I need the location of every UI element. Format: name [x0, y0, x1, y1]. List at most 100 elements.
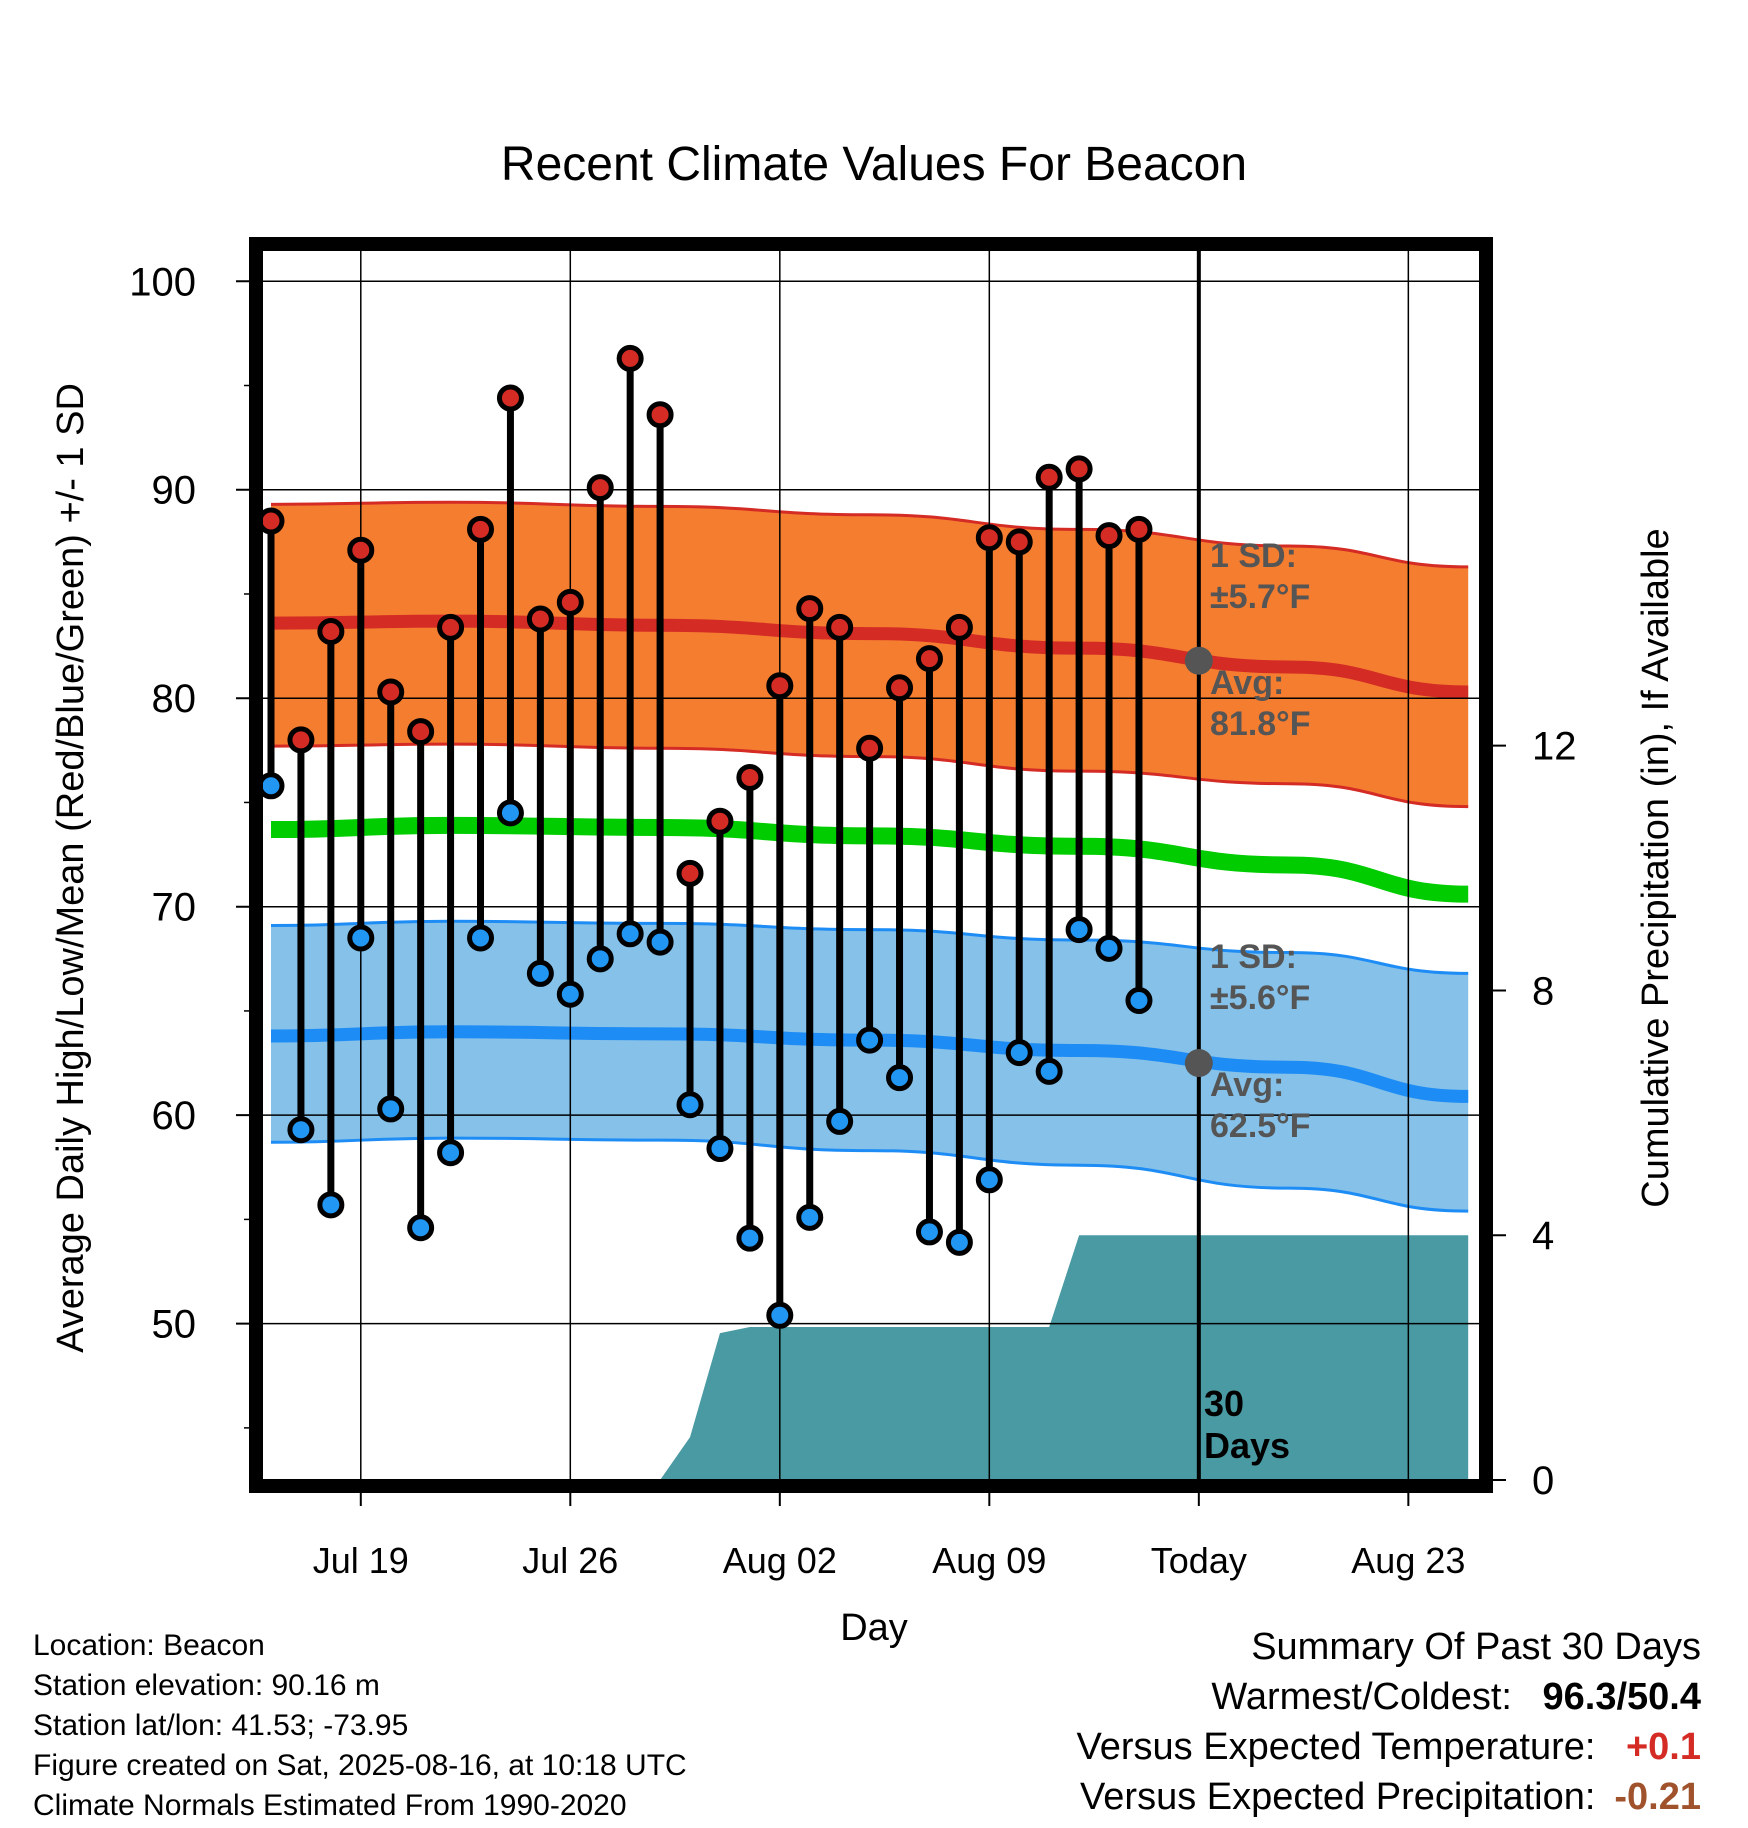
x-tick-label: Aug 23 — [1351, 1540, 1465, 1581]
y-tick-label: 80 — [152, 677, 197, 721]
observed-high-point — [287, 726, 315, 754]
observed-high-point — [407, 718, 435, 746]
observed-low-point — [826, 1107, 854, 1135]
x-tick-label: Jul 26 — [522, 1540, 618, 1581]
today-avg-high-point — [1184, 646, 1213, 675]
high-avg-value: 81.8°F — [1210, 705, 1311, 743]
y-tick-label: 60 — [152, 1094, 197, 1138]
observed-low-point — [796, 1203, 824, 1231]
y-tick-label: 70 — [152, 886, 197, 930]
y-axis-label: Average Daily High/Low/Mean (Red/Blue/Gr… — [50, 383, 92, 1353]
observed-low-point — [377, 1095, 405, 1123]
y2-tick-label: 0 — [1532, 1459, 1554, 1503]
climate-normals-note: Climate Normals Estimated From 1990-2020 — [33, 1789, 627, 1822]
x-tick-label: Today — [1151, 1540, 1247, 1581]
observed-low-point — [496, 799, 524, 827]
observed-low-point — [257, 772, 285, 800]
days-word: Days — [1204, 1425, 1290, 1466]
observed-high-point — [766, 672, 794, 700]
axes: 50 60 70 80 90 100 0 4 8 12 Jul 19 Jul 26 Aug 02 Aug … — [129, 260, 1576, 1581]
observed-low-point — [526, 959, 554, 987]
observed-low-point — [915, 1218, 943, 1246]
observed-low-point — [945, 1228, 973, 1256]
observed-low-point — [886, 1064, 914, 1092]
precipitation-area — [271, 1235, 1469, 1480]
observed-high-point — [915, 645, 943, 673]
high-sd-value: ±5.7°F — [1210, 578, 1310, 616]
observed-high-point — [975, 524, 1003, 552]
observed-high-point — [556, 588, 584, 616]
observed-high-point — [526, 605, 554, 633]
observed-low-point — [706, 1135, 734, 1163]
observed-high-point — [347, 536, 375, 564]
precip-fill — [271, 1235, 1469, 1480]
observed-high-point — [1065, 455, 1093, 483]
figure-created: Figure created on Sat, 2025-08-16, at 10… — [33, 1749, 687, 1782]
observed-high-point — [886, 674, 914, 702]
precip-vs-expected-value: -0.21 — [1614, 1776, 1701, 1818]
observed-high-point — [1005, 528, 1033, 556]
y2-axis-label: Cumulative Precipitation (in), If Availa… — [1635, 528, 1677, 1207]
observed-high-point — [646, 401, 674, 429]
high-sd-annotation: 1 SD: ±5.7°F Avg: 81.8°F — [1210, 537, 1311, 743]
plot-frame — [249, 237, 1493, 1493]
observed-low-point — [287, 1116, 315, 1144]
warmest-coldest-value: 96.3/50.4 — [1542, 1676, 1701, 1718]
observed-low-point — [856, 1026, 884, 1054]
observed-low-point — [975, 1166, 1003, 1194]
low-avg-value: 62.5°F — [1210, 1107, 1311, 1145]
high-sd-upper-line — [270, 500, 1469, 569]
x-axis-label: Day — [840, 1607, 908, 1649]
observed-high-point — [616, 344, 644, 372]
days-label: 30 Days — [1204, 1383, 1290, 1466]
observed-low-point — [1035, 1057, 1063, 1085]
y-tick-label: 100 — [129, 260, 196, 304]
x-tick-label: Aug 09 — [932, 1540, 1046, 1581]
observed-low-point — [467, 924, 495, 952]
summary-precip-row: Versus Expected Precipitation: -0.21 — [1077, 1772, 1701, 1822]
x-tick-label: Jul 19 — [313, 1540, 409, 1581]
station-latlon: Station lat/lon: 41.53; -73.95 — [33, 1709, 409, 1742]
plot-border — [249, 237, 1493, 1493]
observed-low-point — [556, 980, 584, 1008]
observed-high-point — [317, 618, 345, 646]
y2-tick-label: 8 — [1532, 969, 1554, 1013]
observed-low-point — [766, 1301, 794, 1329]
observed-high-point — [676, 859, 704, 887]
observed-high-point — [377, 678, 405, 706]
days-count: 30 — [1204, 1383, 1244, 1424]
low-sd-value: ±5.6°F — [1210, 979, 1310, 1017]
precip-vs-expected-label: Versus Expected Precipitation: — [1080, 1776, 1596, 1818]
observed-low-point — [646, 928, 674, 956]
observed-high-point — [496, 384, 524, 412]
warmest-coldest-label: Warmest/Coldest: — [1211, 1676, 1512, 1718]
station-location: Location: Beacon — [33, 1629, 265, 1662]
summary-temp-row: Versus Expected Temperature: +0.1 — [1077, 1722, 1701, 1772]
x-tick-label: Aug 02 — [723, 1540, 837, 1581]
observed-high-point — [467, 515, 495, 543]
observed-low-point — [676, 1091, 704, 1119]
high-sd-label: 1 SD: — [1210, 537, 1297, 575]
observed-low-point — [616, 920, 644, 948]
observed-high-point — [945, 613, 973, 641]
observed-high-point — [796, 595, 824, 623]
observed-low-point — [586, 945, 614, 973]
observed-high-point — [1095, 522, 1123, 550]
y-tick-label: 90 — [152, 469, 197, 513]
observed-low-point — [347, 924, 375, 952]
temp-vs-expected-label: Versus Expected Temperature: — [1076, 1726, 1596, 1768]
observed-low-point — [1095, 934, 1123, 962]
low-sd-annotation: 1 SD: ±5.6°F Avg: 62.5°F — [1210, 938, 1311, 1145]
observed-high-point — [826, 613, 854, 641]
y-tick-label: 50 — [152, 1303, 197, 1347]
observed-high-point — [437, 613, 465, 641]
y2-tick-label: 4 — [1532, 1214, 1554, 1258]
observed-low-point — [437, 1139, 465, 1167]
high-avg-label: Avg: — [1210, 664, 1284, 702]
summary-title: Summary Of Past 30 Days — [1251, 1626, 1701, 1668]
observed-high-point — [586, 474, 614, 502]
chart-title: Recent Climate Values For Beacon — [501, 138, 1247, 191]
observed-high-point — [736, 763, 764, 791]
today-marker — [1184, 250, 1213, 1480]
